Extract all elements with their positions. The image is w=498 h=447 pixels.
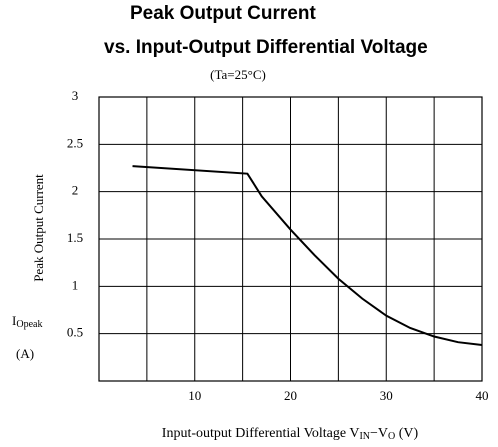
chart-subtitle: (Ta=25°C): [210, 67, 266, 82]
x-tick-label: 10: [188, 388, 201, 403]
x-tick-label: 40: [476, 388, 489, 403]
y-axis-symbol: IOpeak: [12, 313, 42, 330]
y-axis-unit: (A): [16, 346, 34, 361]
y-tick-label: 2.5: [67, 135, 83, 150]
x-axis-label-part: −V: [370, 426, 388, 441]
data-line: [132, 165, 483, 347]
x-axis-label-part: (V): [395, 426, 418, 441]
y-tick-label: 3: [72, 88, 79, 103]
y-axis-label: Peak Output Current: [31, 174, 46, 282]
y-tick-label: 0.5: [67, 325, 83, 340]
x-axis-label-part: IN: [359, 431, 370, 442]
y-tick-label: 1: [72, 277, 79, 292]
y-tick-label: 1.5: [67, 230, 83, 245]
x-axis-label-part: Input-output Differential Voltage V: [162, 426, 360, 441]
x-axis-label-part: O: [388, 431, 395, 442]
x-axis-label: Input-output Differential Voltage VIN−VO…: [162, 426, 419, 442]
y-tick-label: 2: [72, 183, 79, 198]
chart-title: Peak Output Current: [130, 3, 316, 24]
x-tick-label: 20: [284, 388, 297, 403]
chart-title: vs. Input-Output Differential Voltage: [104, 37, 428, 58]
x-tick-label: 30: [380, 388, 393, 403]
